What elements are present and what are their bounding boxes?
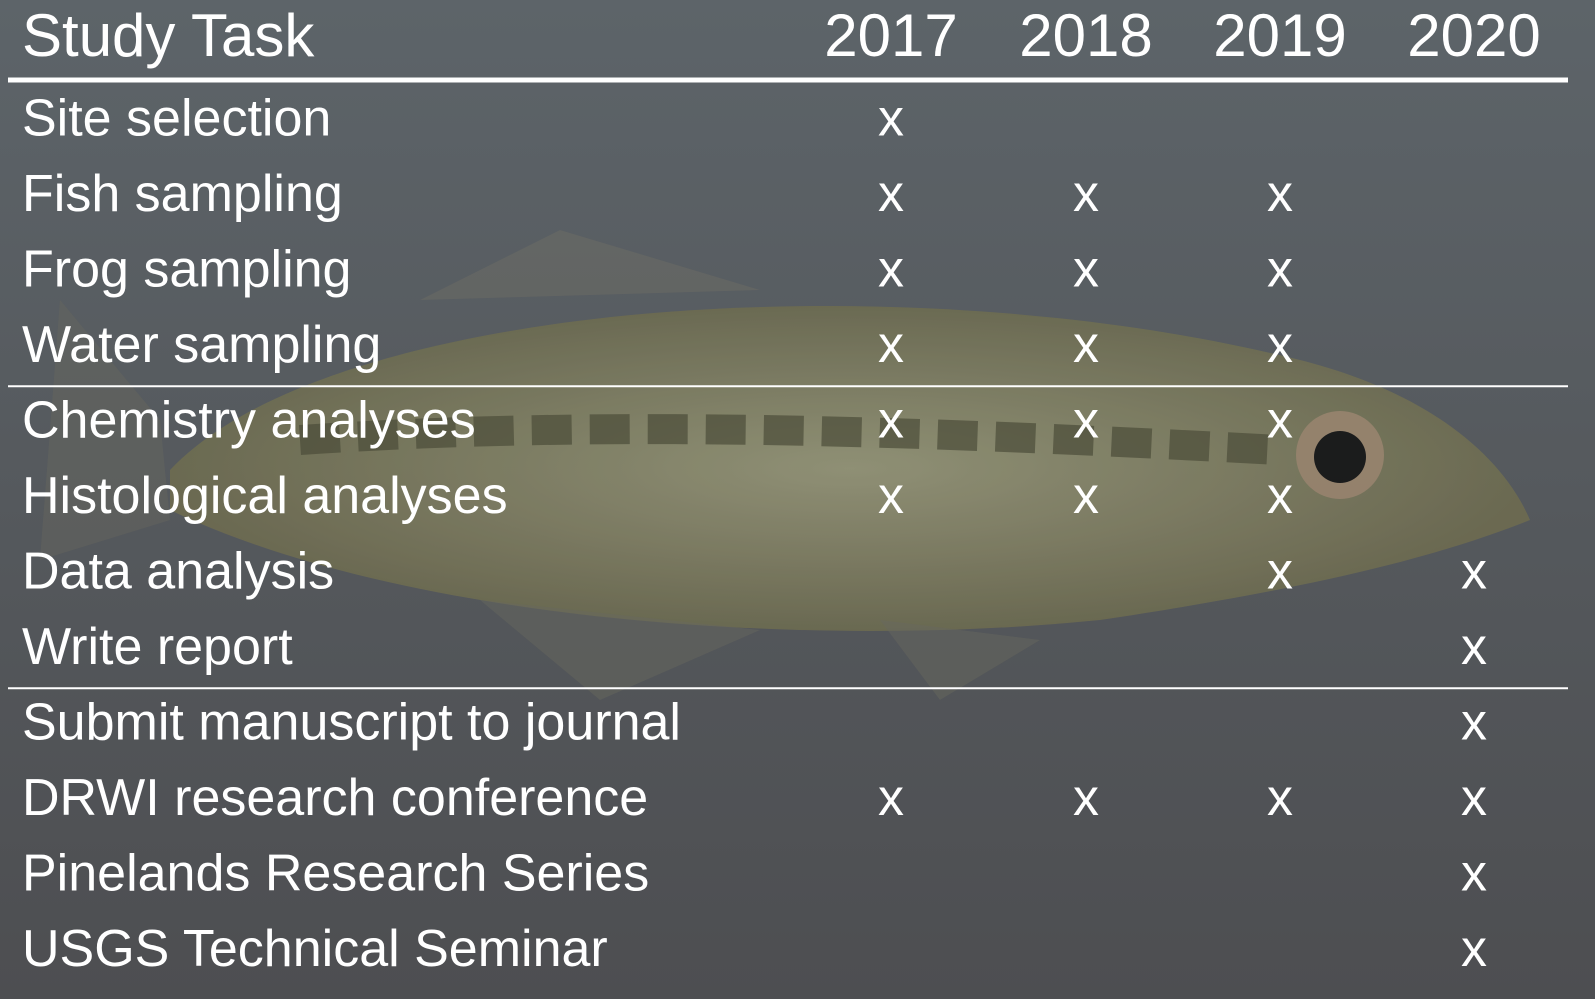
task-name: DRWI research conference [22, 769, 648, 827]
task-name: Write report [22, 618, 293, 676]
schedule-mark: x [878, 467, 904, 525]
header-task: Study Task [22, 2, 315, 69]
schedule-mark: x [1073, 392, 1099, 450]
schedule-mark: x [1267, 467, 1293, 525]
task-name: Site selection [22, 90, 331, 148]
schedule-mark: x [1267, 165, 1293, 223]
task-name: Fish sampling [22, 165, 343, 223]
schedule-mark: x [1267, 769, 1293, 827]
schedule-mark: x [1267, 316, 1293, 374]
schedule-mark: x [1073, 769, 1099, 827]
schedule-mark: x [878, 90, 904, 148]
schedule-mark: x [878, 316, 904, 374]
page: Study Task 2017 2018 2019 2020 Site selection… [0, 0, 1595, 999]
header-year: 2019 [1213, 2, 1346, 69]
schedule-mark: x [1461, 769, 1487, 827]
schedule-mark: x [1073, 165, 1099, 223]
header-year: 2018 [1019, 2, 1152, 69]
slide: Study Task 2017 2018 2019 2020 Site selection… [0, 0, 1595, 999]
task-name: Frog sampling [22, 241, 351, 299]
schedule-mark: x [878, 769, 904, 827]
schedule-mark: x [1461, 845, 1487, 903]
schedule-mark: x [1073, 316, 1099, 374]
task-name: Chemistry analyses [22, 392, 476, 450]
header-year: 2017 [824, 2, 957, 69]
schedule-mark: x [878, 241, 904, 299]
schedule-mark: x [1267, 543, 1293, 601]
schedule-mark: x [1267, 241, 1293, 299]
schedule-mark: x [1073, 467, 1099, 525]
task-name: USGS Technical Seminar [22, 920, 608, 978]
header-year: 2020 [1407, 2, 1540, 69]
task-name: Pinelands Research Series [22, 845, 649, 903]
schedule-mark: x [878, 392, 904, 450]
task-name: Submit manuscript to journal [22, 694, 681, 752]
task-name: Water sampling [22, 316, 381, 374]
schedule-mark: x [1461, 694, 1487, 752]
schedule-mark: x [1073, 241, 1099, 299]
schedule-mark: x [1267, 392, 1293, 450]
schedule-mark: x [878, 165, 904, 223]
schedule-mark: x [1461, 618, 1487, 676]
schedule-mark: x [1461, 920, 1487, 978]
task-name: Data analysis [22, 543, 334, 601]
schedule-mark: x [1461, 543, 1487, 601]
task-name: Histological analyses [22, 467, 508, 525]
